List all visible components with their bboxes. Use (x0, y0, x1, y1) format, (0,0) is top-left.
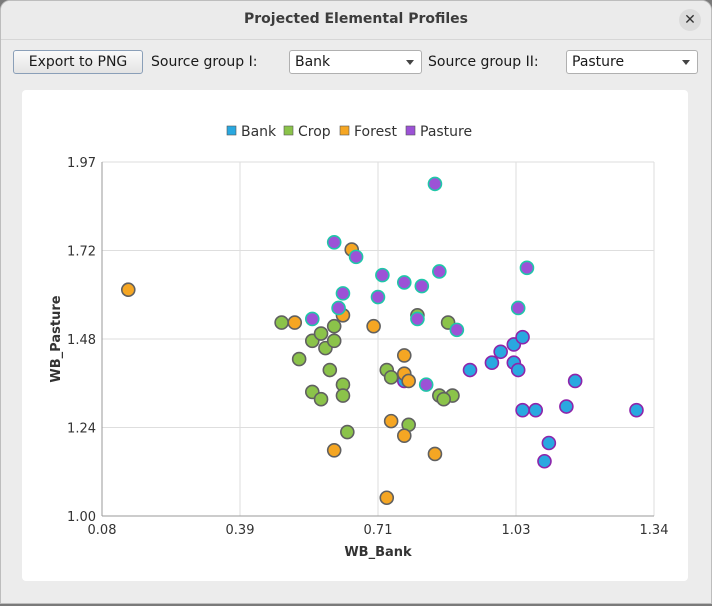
source-group-1-label: Source group I: (151, 54, 258, 70)
x-tick-label: 0.08 (88, 523, 117, 538)
data-point-crop (313, 326, 329, 341)
data-point-crop (274, 315, 289, 330)
data-point-pasture (510, 300, 526, 316)
data-point-bank (559, 399, 574, 414)
data-point-crop (313, 391, 329, 407)
data-point-pasture (396, 275, 412, 290)
data-point-bank (567, 373, 583, 389)
data-point-pasture (414, 278, 430, 294)
data-point-pasture (326, 234, 342, 250)
x-axis-label: WB_Bank (344, 545, 412, 560)
title-bar[interactable]: Projected Elemental Profiles ✕ (1, 1, 711, 40)
data-point-forest (379, 490, 395, 506)
data-point-forest (427, 446, 443, 462)
legend-swatch-crop (283, 125, 294, 136)
legend-label-crop: Crop (298, 124, 331, 140)
toolbar: Export to PNG Source group I: Bank Sourc… (1, 41, 711, 83)
data-point-bank (510, 362, 526, 378)
y-tick-label: 1.48 (67, 333, 96, 348)
data-point-pasture (348, 249, 364, 265)
data-point-bank (515, 329, 530, 345)
data-point-pasture (335, 286, 351, 301)
data-point-bank (629, 402, 644, 418)
export-png-button[interactable]: Export to PNG (13, 50, 143, 74)
data-point-crop (326, 333, 342, 349)
data-point-crop (291, 351, 307, 367)
data-point-forest (396, 348, 412, 363)
data-point-bank (541, 435, 557, 451)
data-point-crop (383, 370, 399, 385)
data-point-bank (493, 344, 508, 360)
close-icon: ✕ (684, 12, 696, 28)
legend-label-pasture: Pasture (420, 124, 472, 140)
x-tick-label: 0.39 (226, 523, 255, 538)
data-point-forest (401, 373, 416, 389)
data-point-forest (396, 428, 412, 444)
data-point-crop (322, 362, 338, 378)
x-tick-label: 1.34 (640, 523, 669, 538)
source-group-2-value: Pasture (572, 54, 625, 70)
data-point-forest (326, 443, 342, 458)
data-point-bank (537, 453, 552, 469)
y-tick-label: 1.00 (67, 510, 96, 525)
chevron-down-icon (682, 60, 690, 65)
source-group-2-select[interactable]: Pasture (566, 50, 698, 74)
data-point-pasture (418, 377, 434, 392)
close-button[interactable]: ✕ (679, 9, 701, 31)
data-point-crop (436, 391, 452, 407)
x-tick-label: 1.03 (502, 523, 531, 538)
data-point-bank (528, 402, 544, 418)
y-tick-label: 1.97 (67, 156, 96, 171)
data-point-bank (515, 402, 530, 418)
y-tick-label: 1.72 (67, 245, 96, 260)
data-point-pasture (375, 267, 390, 283)
data-point-crop (326, 318, 342, 334)
y-axis-label: WB_Pasture (49, 295, 64, 382)
data-point-forest (287, 315, 303, 330)
legend-label-bank: Bank (241, 124, 277, 140)
data-point-forest (366, 318, 381, 334)
chevron-down-icon (406, 60, 414, 65)
data-point-bank (484, 355, 500, 371)
data-point-pasture (519, 260, 535, 276)
data-point-crop (340, 424, 355, 440)
legend-swatch-pasture (405, 125, 416, 136)
source-group-2-label: Source group II: (428, 54, 539, 70)
data-point-pasture (427, 176, 443, 192)
source-group-1-select[interactable]: Bank (289, 50, 422, 74)
legend-label-forest: Forest (354, 124, 397, 140)
chart-panel: 0.08 0.39 0.71 1.03 1.34 1.00 1.24 1.48 1.72 1.97… (22, 90, 688, 581)
data-point-pasture (432, 264, 447, 279)
legend-swatch-forest (339, 125, 350, 136)
source-group-1-value: Bank (295, 54, 331, 70)
x-tick-label: 0.71 (364, 523, 393, 538)
data-point-pasture (370, 289, 386, 305)
data-point-forest (120, 282, 136, 298)
window-title: Projected Elemental Profiles (244, 11, 468, 27)
data-point-pasture (331, 300, 346, 316)
data-point-bank (462, 362, 478, 378)
data-point-crop (335, 388, 351, 403)
y-tick-label: 1.24 (67, 422, 96, 437)
data-point-forest (383, 413, 399, 429)
data-point-pasture (449, 322, 465, 338)
scatter-chart: 0.08 0.39 0.71 1.03 1.34 1.00 1.24 1.48 1.72 1.97… (49, 124, 669, 560)
data-point-pasture (410, 311, 425, 327)
legend-swatch-bank (226, 125, 237, 136)
data-point-pasture (304, 311, 320, 327)
